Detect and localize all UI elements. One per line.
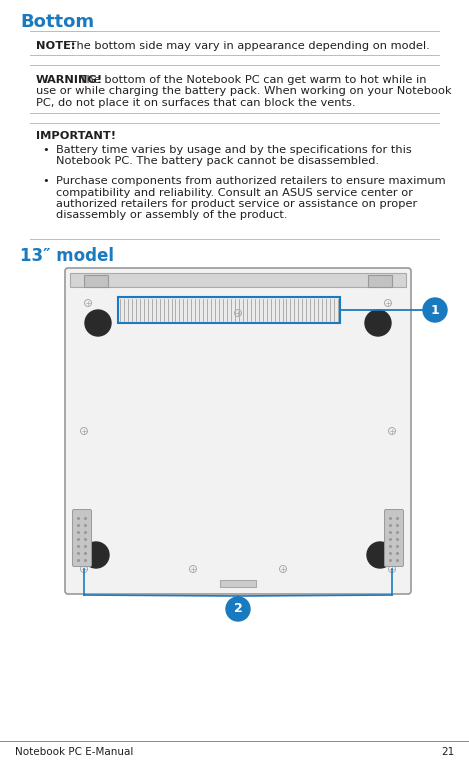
Text: The bottom side may vary in appearance depending on model.: The bottom side may vary in appearance d… — [66, 41, 430, 51]
Text: IMPORTANT!: IMPORTANT! — [36, 131, 116, 141]
Text: Notebook PC. The battery pack cannot be disassembled.: Notebook PC. The battery pack cannot be … — [56, 157, 379, 167]
Text: The bottom of the Notebook PC can get warm to hot while in: The bottom of the Notebook PC can get wa… — [76, 75, 426, 85]
Text: Battery time varies by usage and by the specifications for this: Battery time varies by usage and by the … — [56, 145, 412, 155]
Bar — [84, 275, 108, 287]
Text: Bottom: Bottom — [20, 13, 94, 31]
Text: disassembly or assembly of the product.: disassembly or assembly of the product. — [56, 211, 287, 221]
Circle shape — [367, 542, 393, 568]
FancyBboxPatch shape — [385, 510, 403, 566]
Bar — [220, 580, 256, 587]
Text: Purchase components from authorized retailers to ensure maximum: Purchase components from authorized reta… — [56, 176, 446, 186]
Text: 1: 1 — [431, 304, 439, 317]
Circle shape — [83, 542, 109, 568]
Text: NOTE:: NOTE: — [36, 41, 76, 51]
Circle shape — [365, 310, 391, 336]
Text: 2: 2 — [234, 603, 242, 616]
Bar — [368, 275, 392, 287]
Text: use or while charging the battery pack. When working on your Notebook: use or while charging the battery pack. … — [36, 87, 452, 97]
Text: PC, do not place it on surfaces that can block the vents.: PC, do not place it on surfaces that can… — [36, 98, 356, 108]
Circle shape — [85, 310, 111, 336]
Text: WARNING!: WARNING! — [36, 75, 103, 85]
Text: •: • — [42, 145, 49, 155]
FancyBboxPatch shape — [73, 510, 91, 566]
Circle shape — [423, 298, 447, 322]
Circle shape — [226, 597, 250, 621]
Bar — [70, 273, 406, 287]
Text: •: • — [42, 176, 49, 186]
FancyBboxPatch shape — [65, 268, 411, 594]
Text: Notebook PC E-Manual: Notebook PC E-Manual — [15, 747, 133, 757]
Text: 13″ model: 13″ model — [20, 247, 114, 265]
Text: compatibility and reliability. Consult an ASUS service center or: compatibility and reliability. Consult a… — [56, 187, 413, 198]
Text: 21: 21 — [441, 747, 454, 757]
Text: authorized retailers for product service or assistance on proper: authorized retailers for product service… — [56, 199, 417, 209]
Bar — [118, 297, 340, 323]
